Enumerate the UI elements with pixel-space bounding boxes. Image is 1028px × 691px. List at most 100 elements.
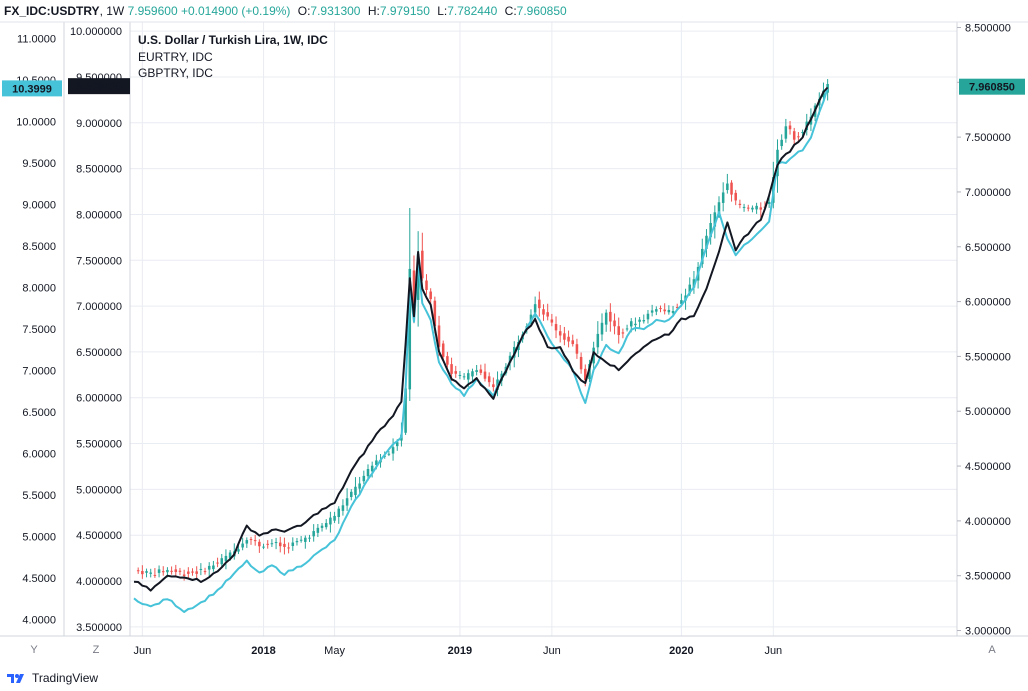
candle-body	[734, 192, 737, 201]
price-change: +0.014900 (+0.19%)	[180, 4, 291, 18]
z-axis-settings-button[interactable]: Z	[92, 644, 100, 656]
candle-body	[788, 125, 792, 130]
tick-label: 9.000000	[76, 118, 122, 130]
tick-label: 5.000000	[965, 406, 1011, 418]
legend-title[interactable]: U.S. Dollar / Turkish Lira, 1W, IDC	[138, 33, 328, 47]
open-label: O:	[297, 4, 311, 18]
last-value-badges: 10.3999 9.398490 7.960850	[2, 78, 1025, 97]
candle-body	[412, 270, 416, 303]
high-label: H:	[367, 4, 380, 18]
auto-scale-button[interactable]: A	[988, 644, 996, 656]
candle-body	[705, 235, 708, 249]
candle-body	[207, 565, 211, 570]
left-price-axis[interactable]: 4.0000 4.5000 5.0000 5.5000 6.0000 6.5000 7.00…	[16, 22, 131, 636]
candle-body	[182, 574, 186, 576]
candle-body	[667, 309, 671, 313]
candle-body	[433, 300, 437, 327]
candle-body	[283, 543, 286, 547]
tick-label: 5.5000	[22, 490, 56, 502]
candle-body	[299, 539, 303, 541]
tick-label: 11.0000	[17, 34, 56, 46]
tradingview-logo[interactable]: TradingView	[6, 671, 98, 685]
time-tick-label: Jun	[543, 645, 561, 657]
candle-body	[709, 222, 712, 238]
candle-body	[625, 328, 629, 330]
candle-body	[571, 340, 575, 345]
close-label: C:	[504, 4, 517, 18]
candle-body	[354, 486, 357, 496]
tick-label: 8.000000	[76, 209, 122, 221]
candle-body	[212, 565, 215, 570]
candle-body	[241, 543, 244, 548]
tick-label: 4.500000	[76, 530, 122, 542]
interval-label[interactable]: 1W	[106, 4, 125, 18]
candle-body	[404, 388, 407, 433]
y-axis-settings-button[interactable]: Y	[30, 644, 38, 656]
tick-label: 3.500000	[76, 622, 122, 634]
tick-label: 8.0000	[22, 283, 56, 295]
candle-body	[341, 505, 345, 511]
candle-body	[187, 571, 190, 574]
symbol-label[interactable]: FX_IDC:USDTRY	[4, 4, 100, 18]
right-price-axis[interactable]: 3.000000 3.500000 4.000000 4.500000 5.000000…	[956, 22, 1011, 638]
candle-body	[538, 299, 541, 309]
candle-body	[721, 192, 725, 203]
candle-body	[166, 569, 169, 573]
tick-label: 7.0000	[22, 365, 56, 377]
candle-body	[145, 571, 148, 573]
gbptry-line	[133, 86, 829, 592]
candle-body	[270, 543, 274, 545]
candle-body	[358, 483, 361, 489]
candle-body	[249, 539, 253, 541]
candle-body	[563, 333, 566, 340]
chart-canvas[interactable]: 4.0000 4.5000 5.0000 5.5000 6.0000 6.5000 7.00…	[0, 0, 1028, 667]
candle-body	[492, 384, 495, 388]
tick-label: 5.000000	[76, 484, 122, 496]
tick-label: 9.0000	[22, 200, 56, 212]
candle-body	[751, 207, 754, 210]
candle-body	[408, 268, 412, 390]
candle-body	[529, 314, 533, 324]
badge-usdtry: 7.960850	[969, 82, 1015, 94]
candle-body	[780, 139, 783, 147]
time-tick-label: 2020	[669, 645, 693, 657]
candle-body	[345, 498, 349, 506]
candle-body	[584, 368, 587, 381]
candle-body	[308, 537, 311, 539]
candle-body	[295, 541, 299, 543]
candle-body	[278, 542, 282, 547]
candle-body	[663, 309, 666, 312]
badge-usdtry-bg	[959, 78, 1025, 95]
candle-body	[370, 465, 374, 472]
tick-label: 6.5000	[22, 407, 56, 419]
tick-label: 4.500000	[965, 461, 1011, 473]
candle-body	[228, 552, 232, 559]
candle-body	[316, 527, 320, 533]
candle-body	[253, 540, 257, 542]
candle-body	[671, 311, 675, 313]
time-tick-label: Jun	[133, 645, 151, 657]
legend-eurtry[interactable]: EURTRY, IDC	[138, 50, 213, 64]
tick-label: 7.5000	[22, 324, 56, 336]
time-axis[interactable]: Jun 2018 May 2019 Jun 2020 Jun	[0, 21, 1028, 657]
candle-body	[312, 531, 315, 537]
time-tick-label: 2018	[251, 645, 275, 657]
legend-gbptry[interactable]: GBPTRY, IDC	[138, 66, 213, 80]
tick-label: 8.500000	[76, 164, 122, 176]
candle-body	[646, 313, 650, 320]
candle-body	[742, 206, 746, 208]
tick-label: 4.5000	[22, 573, 56, 585]
candle-body	[801, 132, 804, 134]
candle-body	[258, 541, 261, 547]
candle-body	[558, 331, 562, 336]
candle-body	[655, 309, 658, 312]
candle-body	[675, 307, 679, 309]
candle-body	[446, 356, 449, 365]
candle-body	[609, 311, 612, 322]
candle-body	[554, 324, 558, 331]
candle-body	[441, 343, 445, 357]
candle-body	[387, 453, 391, 455]
badge-gbptry-bg	[68, 78, 130, 95]
candle-body	[642, 320, 646, 322]
candle-body	[437, 325, 441, 347]
